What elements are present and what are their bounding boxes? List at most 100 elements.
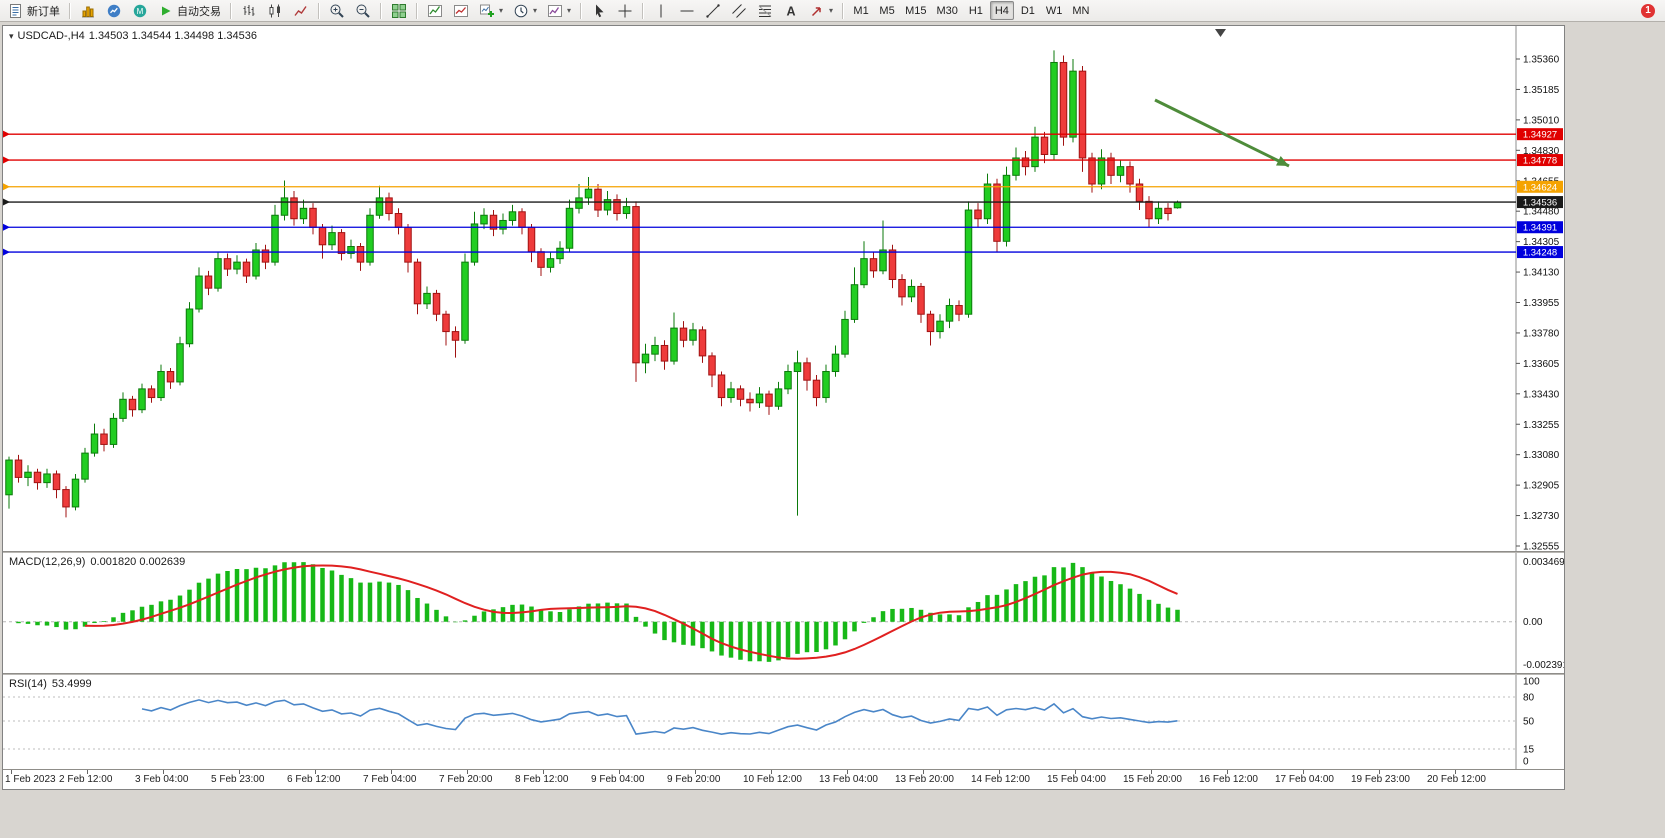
tf-m1-button[interactable]: M1 xyxy=(849,1,873,20)
rsi-pane[interactable]: 100 80 50 150 xyxy=(3,675,1564,769)
candle-chart-button[interactable] xyxy=(263,1,287,20)
svg-text:1.33430: 1.33430 xyxy=(1523,389,1560,400)
macd-pane[interactable]: 0.003469 0.00 -0.002391 xyxy=(3,553,1564,673)
tile-windows-button[interactable] xyxy=(387,1,411,20)
rsi-line xyxy=(141,699,1178,736)
vertical-line-button[interactable] xyxy=(649,1,673,20)
tf-d1-button[interactable]: D1 xyxy=(1016,1,1040,20)
time-tick xyxy=(1151,770,1152,774)
svg-text:A: A xyxy=(787,4,796,18)
macd-histogram xyxy=(16,562,1180,662)
svg-text:1.34480: 1.34480 xyxy=(1523,207,1560,218)
line-chart-button[interactable] xyxy=(289,1,313,20)
horizontal-line-button[interactable] xyxy=(675,1,699,20)
pane-divider[interactable] xyxy=(3,551,1564,553)
main-chart[interactable]: 1.353601.351851.350101.348301.346551.344… xyxy=(3,26,1564,551)
time-label: 20 Feb 12:00 xyxy=(1427,774,1486,785)
time-tick xyxy=(87,770,88,774)
candles xyxy=(5,50,1182,518)
dropdown-arrow-icon[interactable]: ▾ xyxy=(533,6,538,15)
time-tick xyxy=(1227,770,1228,774)
svg-text:1.33605: 1.33605 xyxy=(1523,359,1560,370)
zoom-out-button[interactable] xyxy=(351,1,375,20)
new-order-button-label: 新订单 xyxy=(27,5,60,18)
time-tick xyxy=(695,770,696,774)
mql5-community-button[interactable]: M xyxy=(128,1,152,20)
autotrading-button[interactable]: 自动交易 xyxy=(154,1,225,20)
add-indicator-button[interactable]: ▾ xyxy=(475,1,507,20)
price-label-box xyxy=(1517,246,1563,259)
clock-icon xyxy=(513,3,529,19)
indicator-list-button[interactable] xyxy=(449,1,473,20)
tf-h4-button[interactable]: H4 xyxy=(989,1,1014,20)
price-label-box xyxy=(1517,221,1563,234)
svg-text:0.003469: 0.003469 xyxy=(1523,557,1564,568)
toolbar-separator xyxy=(842,2,845,19)
time-tick xyxy=(467,770,468,774)
dropdown-arrow-icon[interactable]: ▾ xyxy=(829,6,834,15)
svg-text:0.00: 0.00 xyxy=(1523,617,1543,628)
zoom-in-button[interactable] xyxy=(325,1,349,20)
tf-h4-button-label: H4 xyxy=(994,4,1009,17)
svg-text:1.33080: 1.33080 xyxy=(1523,450,1560,461)
metaeditor-button[interactable] xyxy=(76,1,100,20)
dropdown-arrow-icon[interactable]: ▾ xyxy=(567,6,572,15)
svg-text:1.32905: 1.32905 xyxy=(1523,481,1560,492)
text-button[interactable]: A xyxy=(779,1,803,20)
svg-text:1.33955: 1.33955 xyxy=(1523,298,1560,309)
toolbar-separator xyxy=(69,2,71,19)
bar-chart-button[interactable] xyxy=(237,1,261,20)
template-icon xyxy=(547,3,563,19)
time-label: 6 Feb 12:00 xyxy=(287,774,341,785)
chart-window: ▾ USDCAD-,H4 1.34503 1.34544 1.34498 1.345… xyxy=(2,25,1565,790)
cursor-button[interactable] xyxy=(587,1,611,20)
price-label-box xyxy=(1517,196,1563,209)
rsi-label: RSI(14) 53.4999 xyxy=(9,678,92,690)
tf-h1-button[interactable]: H1 xyxy=(964,1,988,20)
channel-button[interactable] xyxy=(727,1,751,20)
trendline-button[interactable] xyxy=(701,1,725,20)
mql5-icon: M xyxy=(132,3,148,19)
collapse-arrow-icon[interactable]: ▾ xyxy=(9,31,14,41)
pane-divider[interactable] xyxy=(3,673,1564,675)
tf-m30-button[interactable]: M30 xyxy=(932,1,961,20)
svg-text:100: 100 xyxy=(1523,677,1540,688)
time-tick xyxy=(1075,770,1076,774)
svg-text:1.34830: 1.34830 xyxy=(1523,146,1560,157)
tf-w1-button[interactable]: W1 xyxy=(1042,1,1067,20)
svg-text:80: 80 xyxy=(1523,693,1535,704)
tf-m15-button[interactable]: M15 xyxy=(901,1,930,20)
svg-text:1.34305: 1.34305 xyxy=(1523,237,1560,248)
price-label-box xyxy=(1517,180,1563,193)
arrows-button[interactable]: ▾ xyxy=(805,1,837,20)
zoom-out-icon xyxy=(355,3,371,19)
time-label: 13 Feb 04:00 xyxy=(819,774,878,785)
svg-text:-0.002391: -0.002391 xyxy=(1523,660,1564,671)
fibonacci-button[interactable] xyxy=(753,1,777,20)
svg-text:1.34130: 1.34130 xyxy=(1523,268,1560,279)
tf-d1-button-label: D1 xyxy=(1020,4,1035,17)
time-axis[interactable]: 1 Feb 2023 2 Feb 12:00 3 Feb 04:00 5 Feb 23… xyxy=(3,769,1564,789)
svg-text:1.35010: 1.35010 xyxy=(1523,115,1560,126)
templates-button[interactable]: ▾ xyxy=(543,1,575,20)
tf-mn-button[interactable]: MN xyxy=(1068,1,1093,20)
time-tick xyxy=(771,770,772,774)
market-watch-button[interactable] xyxy=(102,1,126,20)
time-label: 13 Feb 20:00 xyxy=(895,774,954,785)
macd-label: MACD(12,26,9) 0.001820 0.002639 xyxy=(9,556,186,568)
time-label: 1 Feb 2023 xyxy=(5,774,56,785)
periods-button[interactable]: ▾ xyxy=(509,1,541,20)
line-chart-icon xyxy=(293,3,309,19)
toolbar-separator xyxy=(318,2,320,19)
channel-icon xyxy=(731,3,747,19)
new-order-button[interactable]: 新订单 xyxy=(4,1,64,20)
dropdown-arrow-icon[interactable]: ▾ xyxy=(499,6,504,15)
notification-badge[interactable]: 1 xyxy=(1641,3,1655,18)
time-tick xyxy=(619,770,620,774)
toolbar-separator xyxy=(642,2,645,19)
tf-m5-button[interactable]: M5 xyxy=(875,1,899,20)
tf-m30-button-label: M30 xyxy=(936,4,958,17)
svg-text:0: 0 xyxy=(1523,757,1529,768)
crosshair-button[interactable] xyxy=(613,1,637,20)
indicators-button[interactable] xyxy=(423,1,447,20)
